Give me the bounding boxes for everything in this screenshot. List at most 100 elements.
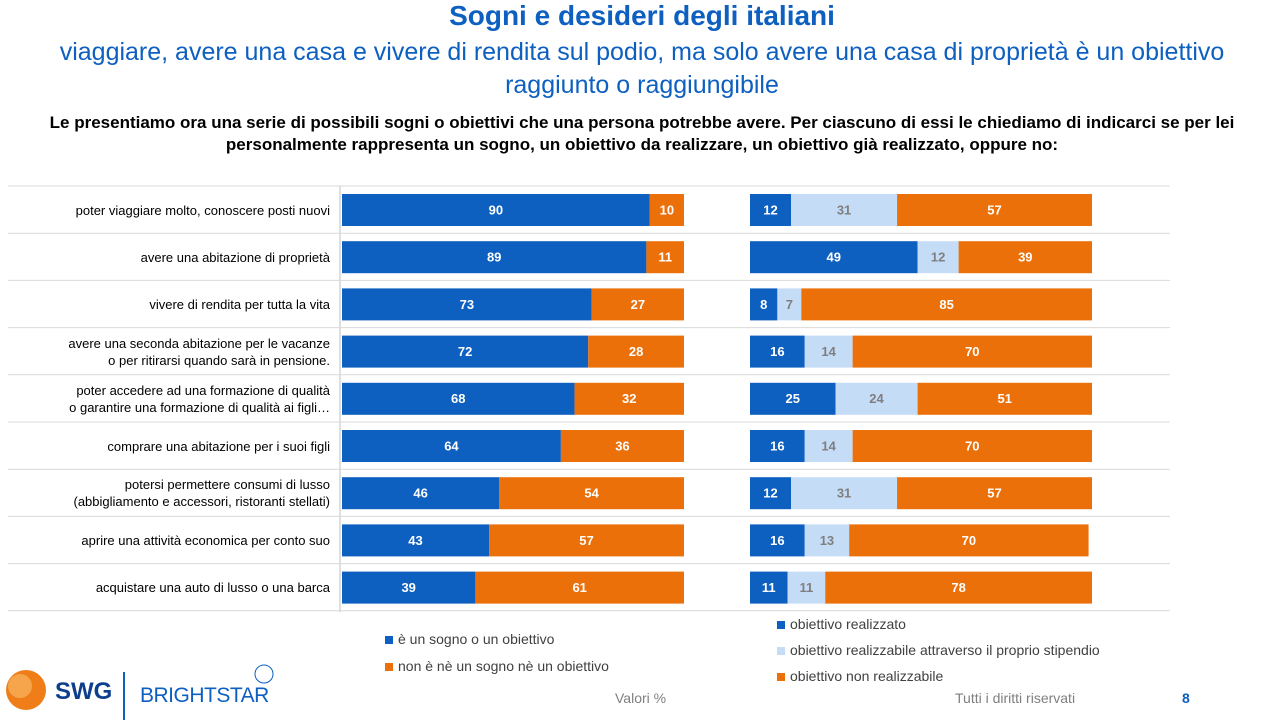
title: Sogni e desideri degli italiani [449,0,835,31]
value-label: 46 [413,486,427,501]
bar-segment [342,430,561,462]
bar-segment [804,335,853,368]
legend-swatch [777,647,785,655]
legend-swatch [777,621,785,629]
bar-segment [342,524,490,557]
bar-segment [791,194,898,226]
footer-note: Valori % [615,690,667,706]
bar-segment [574,382,684,415]
value-label: 43 [408,533,422,548]
value-label: 12 [763,202,777,217]
value-label: 39 [401,580,415,595]
bar-segment [342,335,589,368]
footer-rights: Tutti i diritti riservati [955,690,1076,706]
category-label: acquistare una auto di lusso o una barca [95,580,330,596]
value-label: 61 [572,580,586,595]
bar-segment [646,241,684,274]
category-label: potersi permettere consumi di lusso (abb… [73,477,331,510]
legend-swatch [385,663,393,671]
value-label: 57 [579,533,593,548]
value-label: 11 [800,580,814,595]
value-label: 85 [939,297,953,312]
bar-segment [804,524,850,557]
bar-segment [897,194,1092,226]
bar-segment [750,477,792,510]
logo-icon [8,674,32,698]
value-label: 39 [1018,250,1032,265]
value-label: 31 [837,202,851,217]
value-label: 64 [444,438,459,453]
bar-segment [342,382,575,415]
bar-segment [917,241,959,274]
bar-segment [801,288,1092,321]
value-label: 78 [951,580,965,595]
logo-icon [254,664,274,684]
bar-segment [591,288,684,321]
bar-segment [897,477,1092,510]
value-label: 14 [821,344,836,359]
bar-segment [917,382,1092,415]
bar-segment [777,288,802,321]
bar-segment [649,194,684,226]
legend-label: è un sogno o un obiettivo [398,631,555,647]
value-label: 25 [786,391,800,406]
bar-segment [342,288,592,321]
category-label: poter accedere ad una formazione di qual… [69,382,330,415]
bar-segment [489,524,684,557]
bar-segment [750,335,805,368]
value-label: 36 [615,438,629,453]
legend-label: obiettivo non realizzabile [790,668,944,684]
bar-segment [787,571,826,604]
category-label: aprire una attività economica per conto … [81,532,330,548]
value-label: 89 [487,250,501,265]
bar-segment [750,194,792,226]
bar-segment [499,477,684,510]
subtitle: viaggiare, avere una casa e vivere di re… [59,38,1225,99]
category-label: vivere di rendita per tutta la vita [149,296,330,312]
value-label: 13 [820,533,834,548]
value-label: 68 [451,391,465,406]
value-label: 57 [987,486,1001,501]
legend-label: obiettivo realizzato [790,616,906,632]
value-label: 16 [770,438,784,453]
bar-segment [852,335,1092,368]
bar-segment [958,241,1092,274]
category-label: comprare una abitazione per i suoi figli [107,438,330,454]
category-label: poter viaggiare molto, conoscere posti n… [75,202,330,218]
bar-segment [825,571,1092,604]
bar-segment [560,430,684,462]
bar-segment [750,382,836,415]
legend-swatch [777,673,785,681]
bar-segment [750,241,918,274]
value-label: 70 [962,533,976,548]
value-label: 12 [931,250,945,265]
question: Le presentiamo ora una serie di possibil… [49,113,1235,154]
logo-brightstar: BRIGHTSTAR [140,684,269,707]
value-label: 90 [489,202,503,217]
value-label: 27 [631,297,645,312]
value-label: 28 [629,344,643,359]
value-label: 16 [770,533,784,548]
value-label: 10 [660,202,674,217]
value-label: 51 [998,391,1012,406]
category-label: avere una seconda abitazione per le vaca… [68,335,330,368]
bar-segment [342,241,647,274]
logo-swg: SWG [55,678,113,705]
bar-segment [835,382,918,415]
value-label: 31 [837,486,851,501]
value-label: 70 [965,344,979,359]
value-label: 57 [987,202,1001,217]
bar-segment [849,524,1089,557]
bar-segment [791,477,898,510]
bar-segment [475,571,684,604]
value-label: 11 [658,250,672,265]
value-label: 73 [460,297,474,312]
value-label: 8 [760,297,767,312]
bar-segment [342,477,500,510]
bar-segment [804,430,853,462]
value-label: 49 [827,250,841,265]
value-label: 16 [770,344,784,359]
bar-segment [852,430,1092,462]
